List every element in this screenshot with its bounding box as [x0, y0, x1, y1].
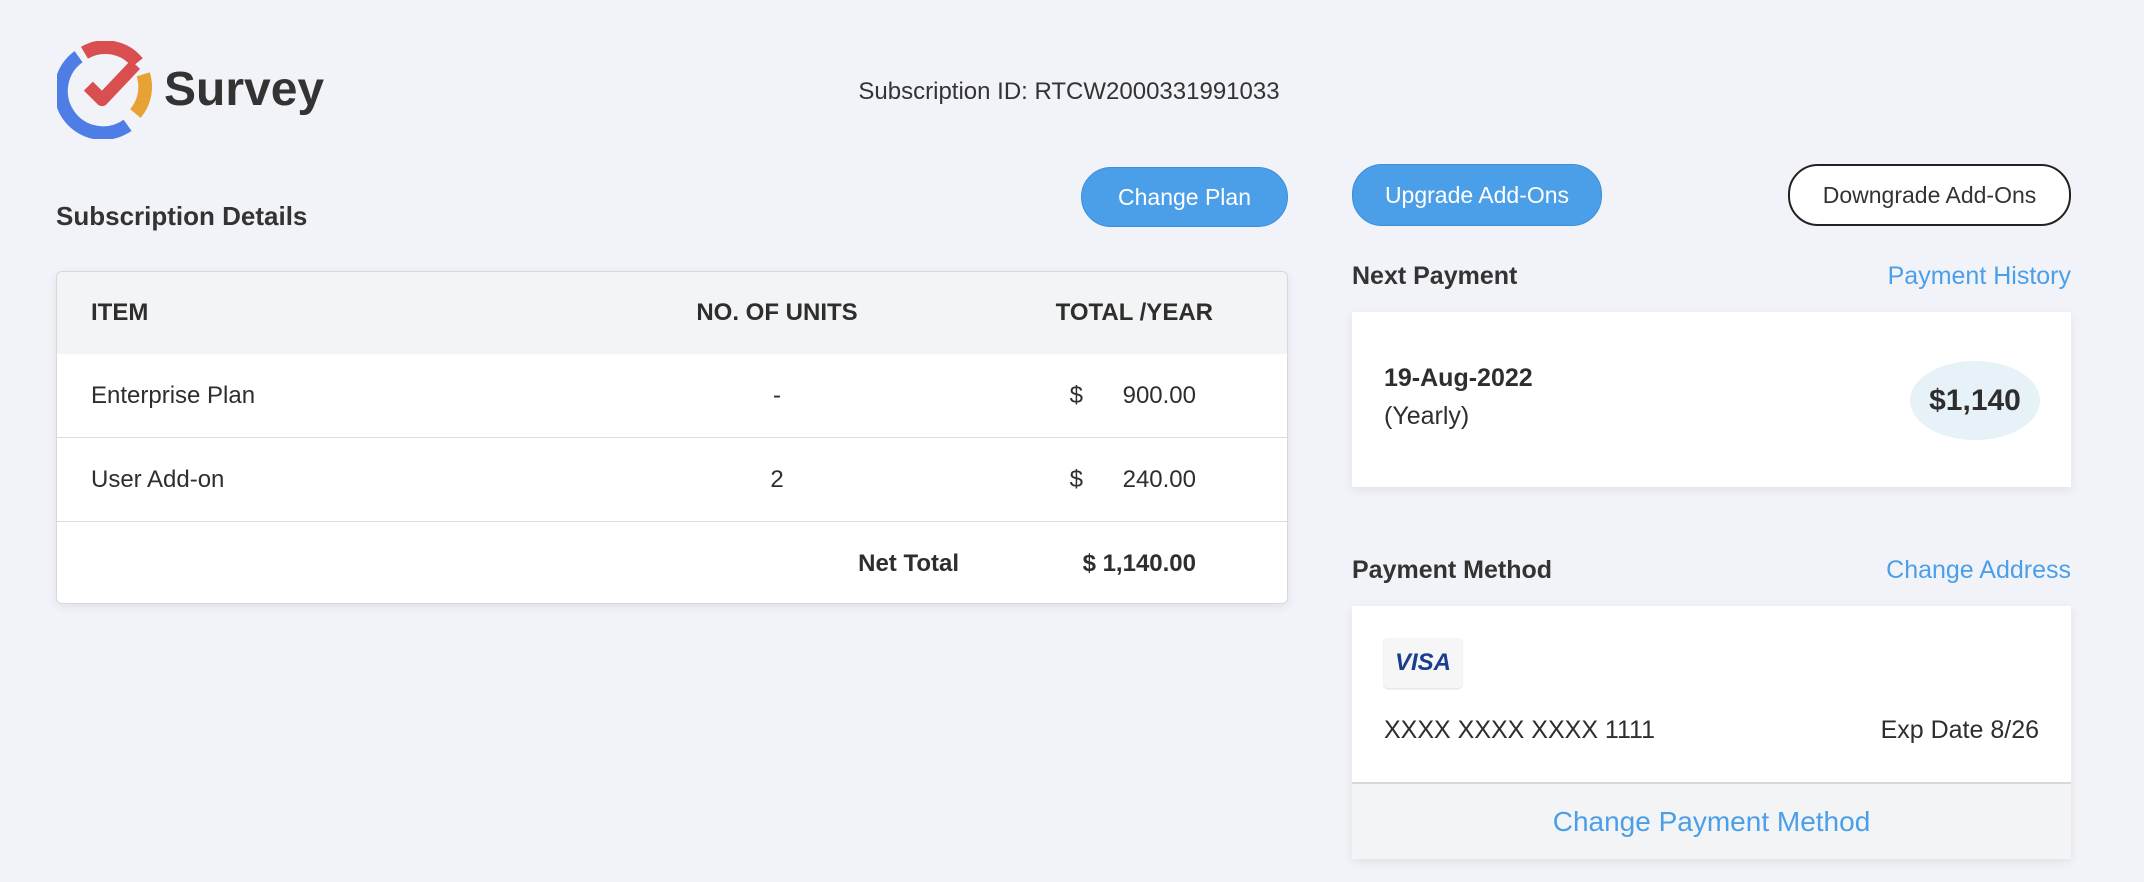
item-total: 900.00	[1122, 381, 1196, 409]
net-total-value: $ 1,140.00	[1082, 549, 1196, 577]
payment-history-link[interactable]: Payment History	[1887, 262, 2071, 290]
payment-frequency: (Yearly)	[1384, 402, 1470, 430]
next-payment-card: 19-Aug-2022 (Yearly) $1,140	[1352, 312, 2071, 487]
change-address-link[interactable]: Change Address	[1886, 556, 2071, 584]
table-header: ITEM NO. OF UNITS TOTAL /YEAR	[57, 272, 1287, 354]
next-payment-label: Next Payment	[1352, 262, 1518, 290]
item-units: -	[773, 381, 781, 409]
payment-method-card: VISA XXXX XXXX XXXX 1111 Exp Date 8/26 C…	[1352, 606, 2071, 859]
subscription-details-title: Subscription Details	[56, 201, 308, 231]
survey-logo	[57, 41, 152, 139]
card-expiry: Exp Date 8/26	[1880, 716, 2039, 744]
subscription-id: Subscription ID: RTCW2000331991033	[858, 78, 1280, 105]
table-row: Enterprise Plan - $ 900.00	[57, 354, 1287, 438]
downgrade-addons-button[interactable]: Downgrade Add-Ons	[1788, 164, 2071, 226]
payment-method-label: Payment Method	[1352, 556, 1553, 584]
column-units: NO. OF UNITS	[696, 299, 858, 326]
upgrade-addons-button[interactable]: Upgrade Add-Ons	[1352, 164, 1602, 226]
column-item: ITEM	[91, 299, 149, 326]
item-name: User Add-on	[91, 465, 225, 493]
column-total: TOTAL /YEAR	[1055, 299, 1213, 326]
subscription-table: ITEM NO. OF UNITS TOTAL /YEAR Enterprise…	[56, 271, 1288, 604]
brand-name: Survey	[164, 63, 325, 116]
net-total-row: Net Total $ 1,140.00	[57, 522, 1287, 603]
item-units: 2	[770, 465, 784, 493]
next-payment-date: 19-Aug-2022	[1384, 364, 1533, 392]
change-plan-button[interactable]: Change Plan	[1081, 167, 1288, 227]
card-number: XXXX XXXX XXXX 1111	[1384, 716, 1655, 744]
item-total: 240.00	[1122, 465, 1196, 493]
visa-card-icon: VISA	[1384, 638, 1462, 688]
amount-badge: $1,140	[1910, 361, 2040, 440]
item-currency: $	[1069, 381, 1083, 409]
table-row: User Add-on 2 $ 240.00	[57, 438, 1287, 522]
item-name: Enterprise Plan	[91, 381, 256, 409]
net-total-label: Net Total	[858, 549, 959, 577]
change-payment-method-link[interactable]: Change Payment Method	[1552, 805, 1871, 837]
item-currency: $	[1069, 465, 1083, 493]
